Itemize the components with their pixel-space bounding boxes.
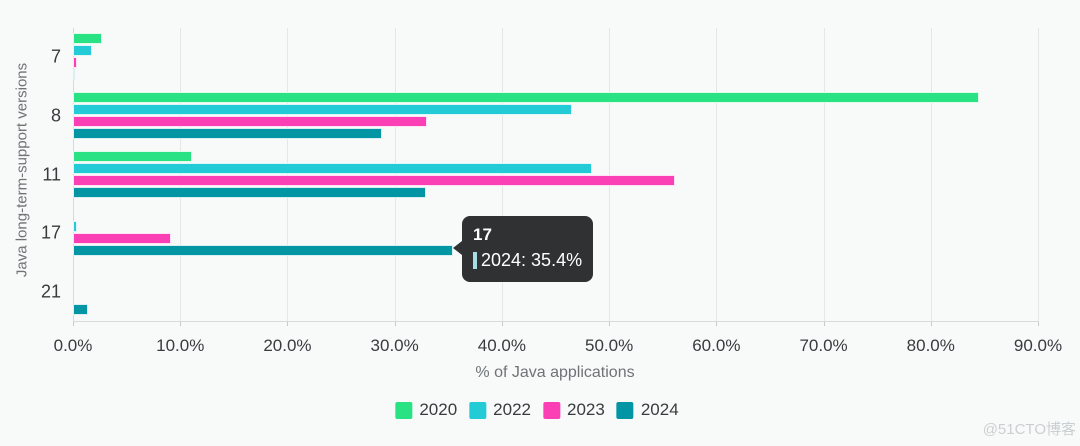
legend-swatch-icon [469,401,487,419]
tooltip: 17 2024: 35.4% [453,216,593,282]
x-tick-label: 30.0% [370,336,419,355]
legend-swatch-icon [543,401,560,419]
bar-2023-java17[interactable] [73,233,171,245]
legend: 2020 2022 2023 2024 [395,400,679,420]
x-tickmark [930,321,932,326]
gridline [930,28,932,321]
x-axis-line [73,321,1039,322]
y-category-label-21: 21 [40,281,61,302]
bar-2023-java8[interactable] [73,115,427,127]
legend-item-2024[interactable]: 2024 [616,400,679,420]
bar-2024-java11[interactable] [73,186,426,198]
x-tickmark [716,321,718,326]
x-tickmark [73,321,74,326]
tooltip-series-value: 2024: 35.4% [481,250,583,270]
x-tickmark [823,321,825,326]
bar-2024-java7[interactable] [73,69,76,81]
legend-label: 2024 [640,400,679,419]
legend-item-2020[interactable]: 2020 [395,400,457,420]
tooltip-caret-icon [453,241,462,255]
x-tickmark [180,321,182,326]
x-tick-label: 90.0% [1013,336,1063,355]
bar-2023-java11[interactable] [73,174,675,186]
legend-item-2022[interactable]: 2022 [469,400,531,420]
bar-2024-java17[interactable] [73,245,453,257]
y-category-label-11: 11 [42,164,61,184]
legend-label: 2022 [493,400,531,419]
y-category-label-17: 17 [40,222,61,243]
y-category-label-8: 8 [50,105,61,126]
bar-2022-java8[interactable] [73,103,572,115]
gridline [716,28,718,321]
bar-2024-java21[interactable] [73,303,88,315]
watermark: @51CTO博客 [982,421,1076,438]
bar-2020-java7[interactable] [73,33,102,45]
x-tickmark [287,321,289,326]
bar-2022-java11[interactable] [73,162,592,174]
bar-2023-java7[interactable] [73,57,78,69]
x-tick-label: 50.0% [585,336,634,355]
legend-label: 2020 [419,400,458,419]
bar-2022-java7[interactable] [73,45,93,57]
x-tick-label: 60.0% [692,336,741,355]
x-tick-label: 80.0% [906,336,955,355]
gridline [823,28,825,321]
bar-2020-java8[interactable] [73,91,980,103]
legend-label: 2023 [567,400,605,419]
x-tick-label: 10.0% [156,336,205,355]
x-tickmark [1038,321,1039,326]
tooltip-category-title: 17 [473,225,492,244]
y-category-label-7: 7 [50,46,61,67]
x-tick-label: 0.0% [53,336,93,355]
bar-2024-java8[interactable] [73,127,382,139]
x-tick-label: 70.0% [799,336,848,355]
tooltip-series-swatch [473,252,477,269]
legend-swatch-icon [616,401,634,419]
legend-item-2023[interactable]: 2023 [543,400,605,420]
bar-2020-java11[interactable] [73,150,193,162]
gridline [1038,28,1039,321]
x-axis-title: % of Java applications [475,364,635,381]
tooltip-series-row: 2024: 35.4% [473,250,583,271]
bar-2022-java17[interactable] [73,221,78,233]
x-tickmark [609,321,611,326]
legend-swatch-icon [395,401,413,419]
x-tick-label: 20.0% [263,336,312,355]
x-tick-label: 40.0% [477,336,526,355]
x-tickmark [501,321,503,326]
x-tickmark [394,321,396,326]
